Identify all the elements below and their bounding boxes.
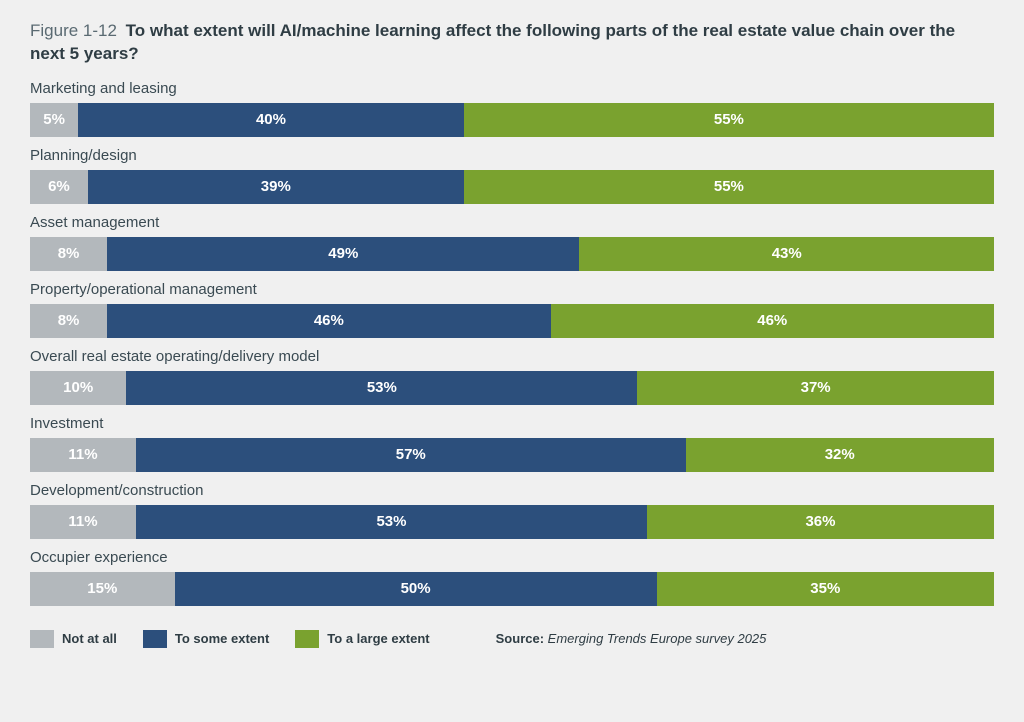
chart-row: Occupier experience 15% 50% 35% [30, 549, 994, 606]
bar-segment-not_at_all: 8% [30, 237, 107, 271]
category-label: Asset management [30, 214, 994, 231]
bar-segment-large_extent: 55% [464, 170, 994, 204]
segment-value: 36% [805, 513, 835, 530]
segment-value: 8% [58, 312, 80, 329]
figure-title: Figure 1-12 To what extent will AI/machi… [30, 20, 994, 66]
bar-segment-some_extent: 50% [175, 572, 657, 606]
stacked-bar: 11% 53% 36% [30, 505, 994, 539]
segment-value: 55% [714, 178, 744, 195]
category-label: Property/operational management [30, 281, 994, 298]
bar-segment-large_extent: 46% [551, 304, 994, 338]
segment-value: 6% [48, 178, 70, 195]
figure-question: To what extent will AI/machine learning … [30, 21, 955, 63]
segment-value: 50% [401, 580, 431, 597]
bar-segment-not_at_all: 11% [30, 505, 136, 539]
bar-segment-not_at_all: 6% [30, 170, 88, 204]
stacked-bar: 10% 53% 37% [30, 371, 994, 405]
segment-value: 40% [256, 111, 286, 128]
source-name: Emerging Trends Europe survey 2025 [548, 631, 767, 646]
category-label: Development/construction [30, 482, 994, 499]
bar-segment-not_at_all: 5% [30, 103, 78, 137]
stacked-bar: 5% 40% 55% [30, 103, 994, 137]
segment-value: 49% [328, 245, 358, 262]
legend-swatch [295, 630, 319, 648]
bar-segment-not_at_all: 15% [30, 572, 175, 606]
bar-segment-large_extent: 35% [657, 572, 994, 606]
legend-swatch [143, 630, 167, 648]
legend-label: To some extent [175, 631, 269, 646]
segment-value: 5% [43, 111, 65, 128]
chart-row: Planning/design 6% 39% 55% [30, 147, 994, 204]
stacked-bar: 8% 46% 46% [30, 304, 994, 338]
chart-row: Investment 11% 57% 32% [30, 415, 994, 472]
segment-value: 57% [396, 446, 426, 463]
chart-rows: Marketing and leasing5%40%55%Planning/de… [30, 80, 994, 606]
bar-segment-large_extent: 32% [686, 438, 994, 472]
bar-segment-some_extent: 57% [136, 438, 685, 472]
bar-segment-some_extent: 39% [88, 170, 464, 204]
legend-label: To a large extent [327, 631, 429, 646]
chart-row: Asset management 8% 49% 43% [30, 214, 994, 271]
segment-value: 46% [757, 312, 787, 329]
bar-segment-not_at_all: 10% [30, 371, 126, 405]
category-label: Marketing and leasing [30, 80, 994, 97]
segment-value: 37% [801, 379, 831, 396]
legend-item-some_extent: To some extent [143, 630, 269, 648]
bar-segment-some_extent: 53% [126, 371, 637, 405]
segment-value: 35% [810, 580, 840, 597]
segment-value: 43% [772, 245, 802, 262]
stacked-bar: 15% 50% 35% [30, 572, 994, 606]
category-label: Occupier experience [30, 549, 994, 566]
legend-item-large_extent: To a large extent [295, 630, 429, 648]
bar-segment-not_at_all: 11% [30, 438, 136, 472]
legend-label: Not at all [62, 631, 117, 646]
segment-value: 53% [376, 513, 406, 530]
bar-segment-large_extent: 43% [579, 237, 994, 271]
source-prefix: Source: [496, 631, 544, 646]
segment-value: 53% [367, 379, 397, 396]
category-label: Investment [30, 415, 994, 432]
bar-segment-large_extent: 37% [637, 371, 994, 405]
bar-segment-some_extent: 53% [136, 505, 647, 539]
bar-segment-some_extent: 46% [107, 304, 550, 338]
bar-segment-not_at_all: 8% [30, 304, 107, 338]
figure-label: Figure 1-12 [30, 21, 117, 40]
segment-value: 8% [58, 245, 80, 262]
bar-segment-large_extent: 36% [647, 505, 994, 539]
segment-value: 46% [314, 312, 344, 329]
legend-swatch [30, 630, 54, 648]
segment-value: 11% [68, 513, 97, 530]
stacked-bar: 6% 39% 55% [30, 170, 994, 204]
chart-row: Property/operational management 8% 46% 46% [30, 281, 994, 338]
chart-row: Marketing and leasing 5% 40% 55% [30, 80, 994, 137]
stacked-bar: 8% 49% 43% [30, 237, 994, 271]
chart-row: Overall real estate operating/delivery m… [30, 348, 994, 405]
legend-row: Not at all To some extent To a large exten… [30, 630, 994, 648]
segment-value: 11% [68, 446, 97, 463]
legend-items: Not at all To some extent To a large exten… [30, 630, 430, 648]
bar-segment-some_extent: 49% [107, 237, 579, 271]
segment-value: 55% [714, 111, 744, 128]
segment-value: 10% [63, 379, 93, 396]
bar-segment-some_extent: 40% [78, 103, 464, 137]
category-label: Planning/design [30, 147, 994, 164]
stacked-bar: 11% 57% 32% [30, 438, 994, 472]
chart-row: Development/construction 11% 53% 36% [30, 482, 994, 539]
segment-value: 39% [261, 178, 291, 195]
bar-segment-large_extent: 55% [464, 103, 994, 137]
segment-value: 32% [825, 446, 855, 463]
legend-item-not_at_all: Not at all [30, 630, 117, 648]
source: Source: Emerging Trends Europe survey 20… [496, 631, 767, 646]
segment-value: 15% [87, 580, 117, 597]
category-label: Overall real estate operating/delivery m… [30, 348, 994, 365]
